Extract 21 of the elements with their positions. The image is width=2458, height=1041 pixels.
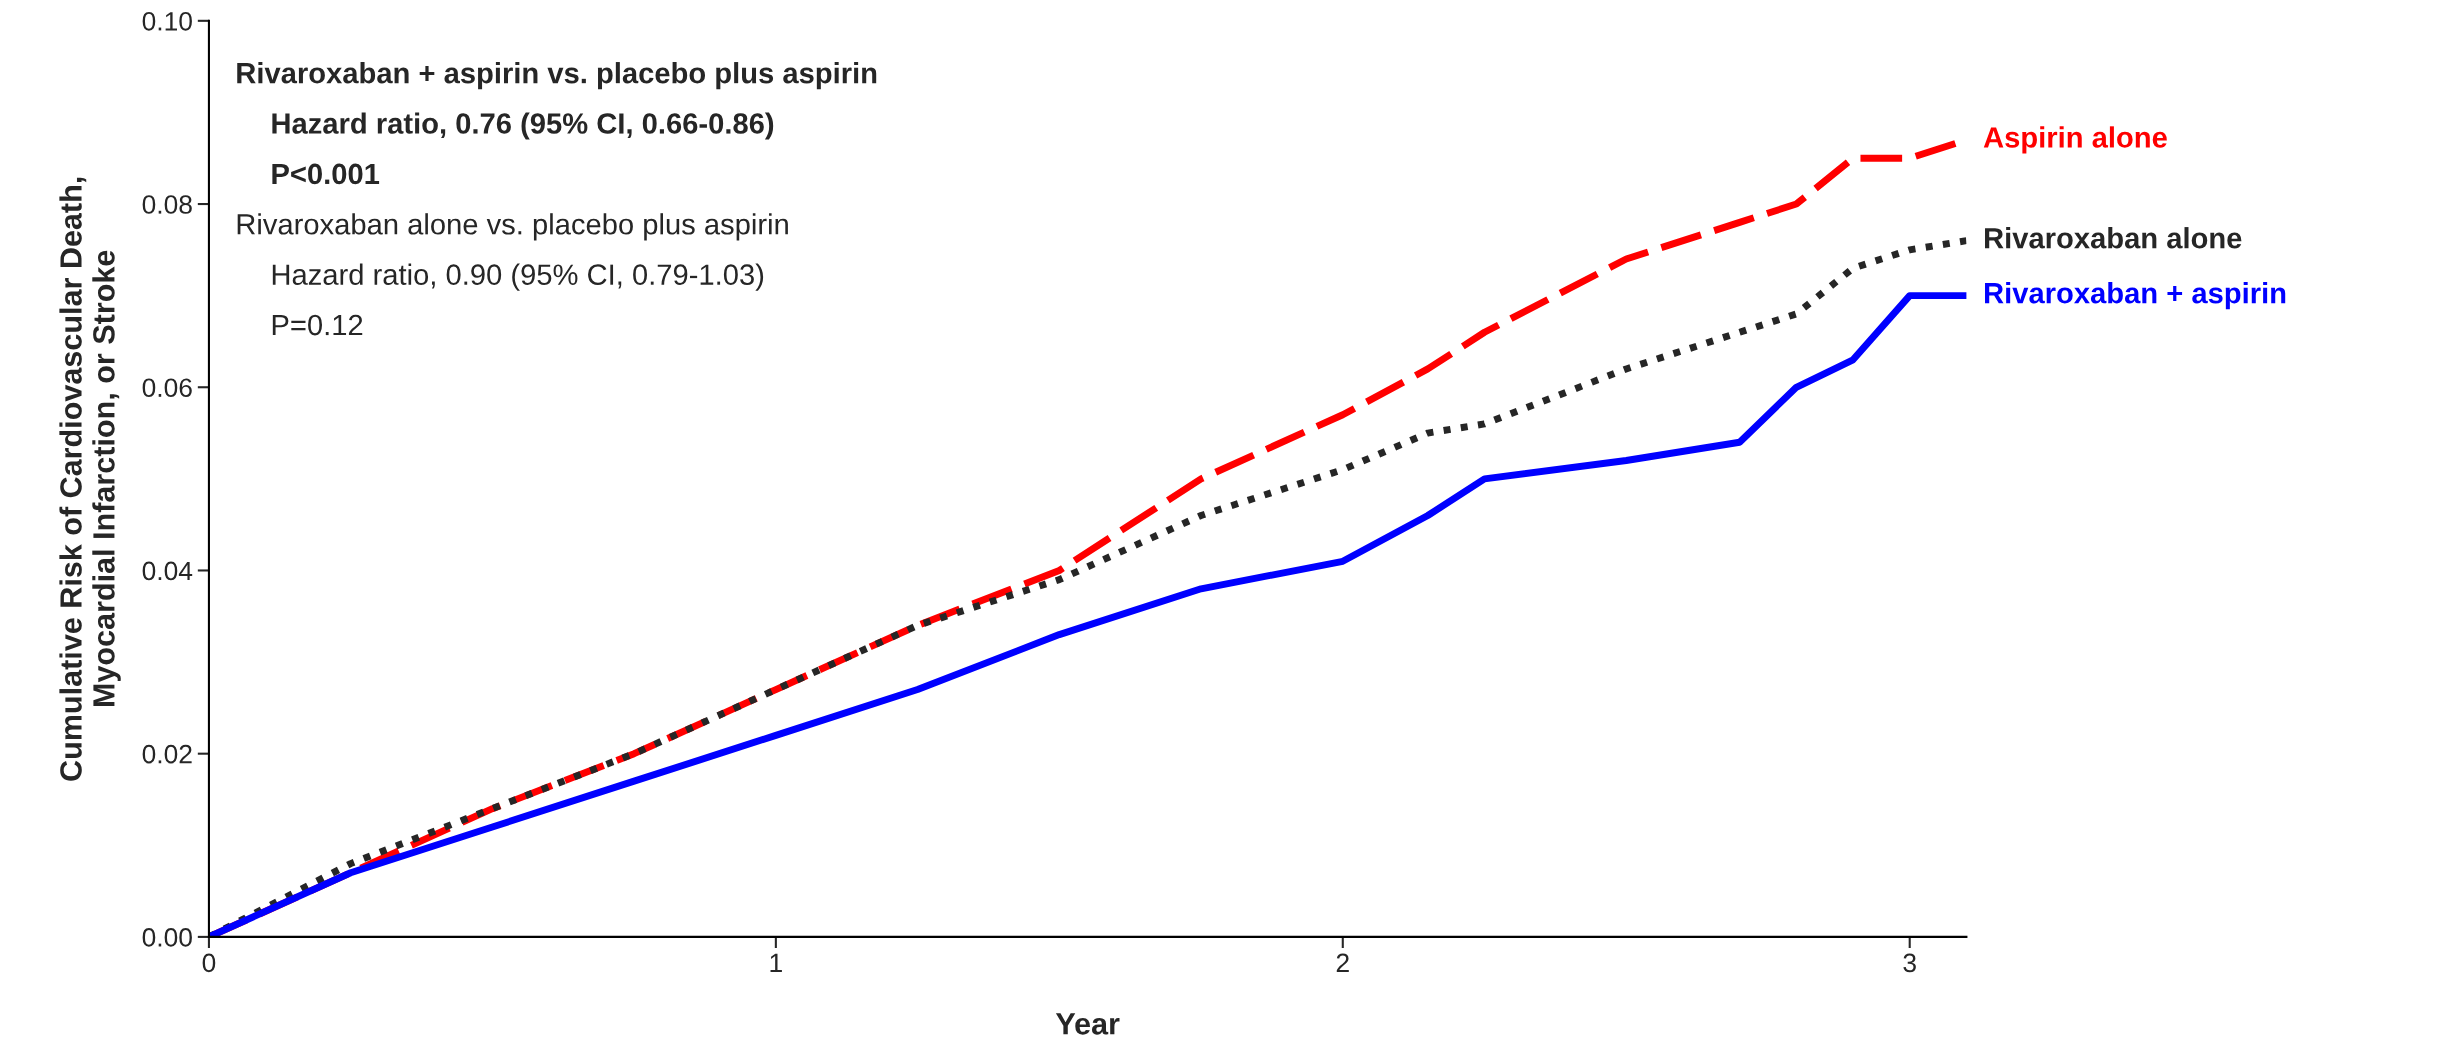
y-tick-label: 0.00: [142, 928, 192, 947]
y-tick-label: 0.04: [142, 561, 193, 581]
y-tick-label: 0.10: [142, 11, 192, 31]
y-axis-title: Cumulative Risk of Cardiovascular Death, Myocardial Infarction, or Stroke: [59, 177, 121, 781]
y-tick-label: 0.08: [142, 195, 192, 214]
x-tick-label: 2: [1336, 953, 1349, 972]
series-label: Aspirin alone: [1983, 126, 2167, 154]
annotation: Hazard ratio, 0.90 (95% CI, 0.79-1.03): [272, 263, 764, 291]
x-tick-label: 0: [202, 953, 216, 973]
annotation: P=0.12: [272, 314, 363, 336]
x-tick-label: 3: [1903, 953, 1916, 973]
x-axis-title: Year: [1055, 1013, 1120, 1035]
y-tick-label: 0.06: [142, 378, 192, 398]
annotation: Rivaroxaban alone vs. placebo plus aspirin: [237, 213, 788, 241]
x-tick-label: 1: [770, 953, 782, 972]
series-label: Rivaroxaban + aspirin: [1985, 282, 2286, 310]
annotation: Rivaroxaban + aspirin vs. placebo plus aspirin: [237, 62, 877, 90]
annotation: Hazard ratio, 0.76 (95% CI, 0.66-0.86): [272, 112, 774, 140]
y-tick-label: 0.02: [142, 744, 192, 764]
annotation: P<0.001: [272, 163, 380, 185]
series-label: Rivaroxaban alone: [1985, 227, 2242, 249]
